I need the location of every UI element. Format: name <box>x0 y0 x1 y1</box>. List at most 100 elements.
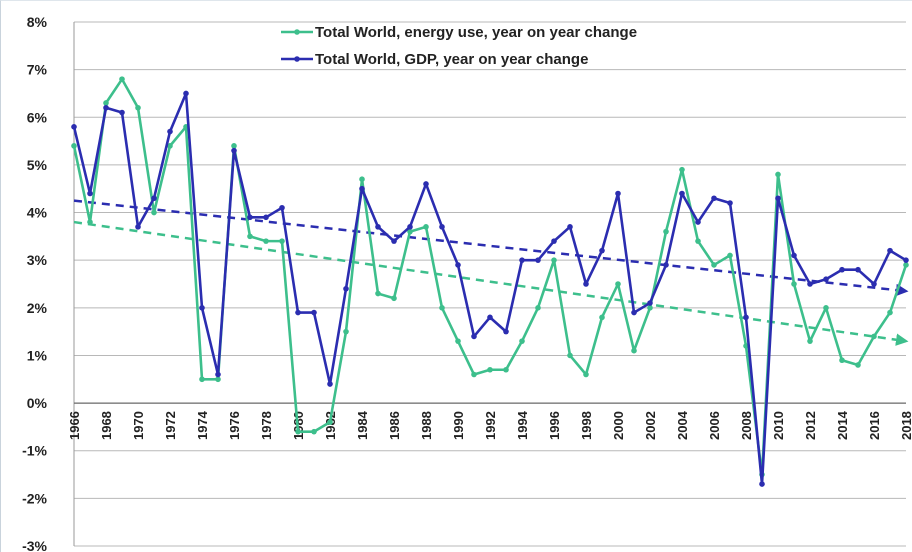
data-point-gdp <box>695 219 701 225</box>
legend-label-gdp: Total World, GDP, year on year change <box>315 51 588 68</box>
data-point-energy <box>311 428 317 435</box>
data-point-energy <box>631 347 637 354</box>
data-point-gdp <box>247 214 253 221</box>
data-point-energy <box>871 333 877 340</box>
data-point-gdp <box>647 300 653 306</box>
x-tick-label: 2010 <box>771 411 786 440</box>
data-point-energy <box>359 176 365 182</box>
data-point-energy <box>167 143 173 149</box>
x-tick-label: 1970 <box>131 411 146 440</box>
data-point-gdp <box>455 262 461 268</box>
data-point-gdp <box>599 247 605 254</box>
data-point-gdp <box>711 195 717 202</box>
data-point-gdp <box>103 104 109 111</box>
data-point-gdp <box>199 305 205 311</box>
data-point-energy <box>375 290 381 297</box>
data-point-energy <box>119 76 125 82</box>
data-point-energy <box>695 238 701 244</box>
data-point-energy <box>407 228 413 235</box>
data-point-energy <box>791 281 797 287</box>
x-tick-label: 1972 <box>163 411 178 440</box>
data-point-gdp <box>871 281 877 287</box>
data-point-gdp <box>263 214 269 221</box>
y-tick-label: 4% <box>27 205 48 221</box>
legend-item-gdp: Total World, GDP, year on year change <box>281 51 588 68</box>
data-point-gdp <box>903 257 909 263</box>
data-point-energy <box>263 238 269 244</box>
data-point-gdp <box>583 281 589 287</box>
data-point-energy <box>135 104 141 111</box>
data-point-energy <box>279 238 285 244</box>
data-point-gdp <box>375 224 381 230</box>
data-point-gdp <box>727 200 733 206</box>
data-point-gdp <box>791 252 797 259</box>
data-point-energy <box>647 305 653 311</box>
x-tick-label: 1992 <box>483 411 498 440</box>
x-tick-label: 2002 <box>643 411 658 440</box>
data-point-gdp <box>71 124 77 130</box>
axes: 8% 7% 6% 5% 4% 3% 2% 1% 0% -1% -2% -3% 1966 1968 1970 1… <box>22 14 911 552</box>
series <box>71 76 909 487</box>
x-tick-label: 2016 <box>867 411 882 440</box>
x-tick-label: 1982 <box>323 411 338 440</box>
x-tick-label: 1978 <box>259 411 274 440</box>
data-point-gdp <box>359 185 365 192</box>
data-point-gdp <box>423 181 429 187</box>
data-point-gdp <box>823 276 829 283</box>
data-point-energy <box>615 281 621 287</box>
y-tick-label: 5% <box>27 157 48 173</box>
gridlines <box>74 21 906 547</box>
y-tick-label: 0% <box>27 395 48 411</box>
data-point-gdp <box>487 314 493 321</box>
data-point-energy <box>231 143 237 149</box>
data-point-gdp <box>119 109 125 116</box>
x-tick-label: 1996 <box>547 411 562 440</box>
data-point-energy <box>535 305 541 311</box>
legend: Total World, energy use, year on year ch… <box>281 24 637 68</box>
data-point-gdp <box>327 381 333 387</box>
data-point-energy <box>391 295 397 302</box>
data-point-gdp <box>503 328 509 335</box>
data-point-gdp <box>551 238 557 244</box>
data-point-gdp <box>407 224 413 230</box>
data-point-gdp <box>775 195 781 202</box>
data-point-gdp <box>807 281 813 287</box>
x-tick-label: 2018 <box>899 411 911 440</box>
data-point-energy <box>567 352 573 359</box>
legend-label-energy: Total World, energy use, year on year ch… <box>315 24 637 41</box>
data-point-energy <box>551 257 557 263</box>
data-point-energy <box>823 305 829 311</box>
data-point-gdp <box>615 190 621 197</box>
data-point-gdp <box>231 147 237 154</box>
data-point-gdp <box>519 257 525 263</box>
y-tick-label: 6% <box>27 109 48 125</box>
data-point-gdp <box>855 266 861 273</box>
x-tick-label: 1966 <box>67 411 82 440</box>
data-point-energy <box>583 371 589 378</box>
data-point-energy <box>503 366 509 373</box>
data-point-gdp <box>759 481 765 487</box>
data-point-gdp <box>631 309 637 316</box>
x-tick-label: 1994 <box>515 410 530 440</box>
data-point-gdp <box>663 262 669 268</box>
data-point-gdp <box>279 204 285 211</box>
y-tick-label: -3% <box>22 538 47 552</box>
data-point-energy <box>247 233 253 240</box>
data-point-energy <box>519 338 525 344</box>
data-point-gdp <box>743 314 749 321</box>
x-tick-label: 1998 <box>579 411 594 440</box>
data-point-energy <box>295 428 301 435</box>
data-point-energy <box>103 100 109 106</box>
data-point-gdp <box>343 285 349 292</box>
data-point-gdp <box>151 195 157 202</box>
data-point-gdp <box>87 190 93 197</box>
x-tick-label: 2000 <box>611 411 626 440</box>
y-tick-label: -2% <box>22 490 47 506</box>
y-tick-label: 7% <box>27 62 48 78</box>
data-point-gdp <box>295 309 301 316</box>
data-point-energy <box>439 305 445 311</box>
x-tick-label: 2006 <box>707 411 722 440</box>
data-point-energy <box>343 328 349 335</box>
data-point-energy <box>807 338 813 344</box>
